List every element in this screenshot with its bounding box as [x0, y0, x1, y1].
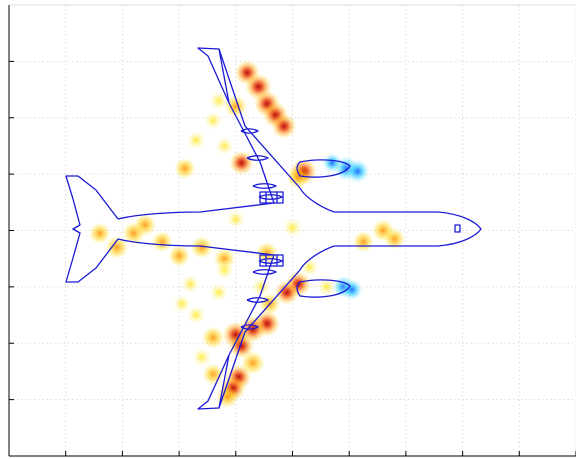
- upper-wing-outline: [117, 47, 301, 220]
- heat-spot: [185, 130, 207, 151]
- heat-spot: [122, 222, 145, 245]
- heat-spot: [282, 217, 303, 238]
- heat-spot: [225, 209, 246, 230]
- heat-spot: [174, 157, 196, 179]
- heat-spot: [214, 136, 235, 156]
- heat-spot: [185, 304, 207, 326]
- lower-wing-root-trailing: [299, 245, 335, 271]
- heat-spot: [229, 150, 254, 176]
- flap-fairing: [246, 155, 269, 161]
- heat-spot: [190, 236, 213, 259]
- heat-spot: [172, 294, 192, 314]
- heat-spot: [316, 276, 337, 298]
- aircraft-outline: [65, 47, 482, 410]
- heat-spot: [274, 280, 300, 305]
- heat-spot: [299, 256, 320, 278]
- heat-spot: [151, 231, 173, 253]
- heat-layer: [89, 60, 406, 408]
- heat-spot: [224, 95, 247, 118]
- flap-fairing: [252, 269, 277, 275]
- flap-fairing: [258, 258, 283, 264]
- cold-spot: [340, 278, 364, 301]
- upper-wing-root-trailing: [299, 187, 335, 213]
- flap-fairing: [240, 324, 259, 330]
- heat-spot: [228, 333, 254, 359]
- heat-spot: [286, 165, 310, 189]
- heat-spot: [180, 274, 201, 294]
- heat-spot: [202, 326, 225, 349]
- heat-spot: [191, 347, 212, 368]
- heat-spot: [251, 276, 272, 298]
- heat-spot: [208, 90, 229, 112]
- heat-spot: [214, 259, 235, 281]
- flap-fairing: [252, 183, 277, 189]
- lower-wing-inner-edge: [218, 354, 230, 409]
- lower-gear-box: [259, 254, 284, 267]
- heat-spot: [203, 110, 224, 131]
- heat-spot: [105, 236, 129, 259]
- heat-spot: [352, 231, 374, 253]
- lower-engine-nacelle: [296, 279, 351, 298]
- flap-fairing: [240, 128, 259, 134]
- tail-outline: [65, 175, 119, 283]
- heat-spot: [208, 282, 229, 303]
- heat-spot: [168, 245, 190, 267]
- heat-spot: [89, 222, 111, 244]
- fuselage-nose-outline: [334, 211, 482, 247]
- axes-frame: [8, 4, 576, 457]
- lower-wing-outline: [117, 238, 301, 410]
- upper-engine-nacelle: [296, 159, 351, 178]
- flap-fairing: [246, 297, 269, 303]
- flap-fairing: [258, 194, 283, 200]
- heat-spot: [271, 113, 297, 139]
- cold-spot: [345, 159, 370, 184]
- heat-spot: [384, 228, 406, 250]
- upper-gear-box: [259, 191, 284, 204]
- cockpit-window: [454, 224, 461, 233]
- cold-spot: [321, 152, 343, 174]
- upper-wing-inner-edge: [218, 48, 230, 104]
